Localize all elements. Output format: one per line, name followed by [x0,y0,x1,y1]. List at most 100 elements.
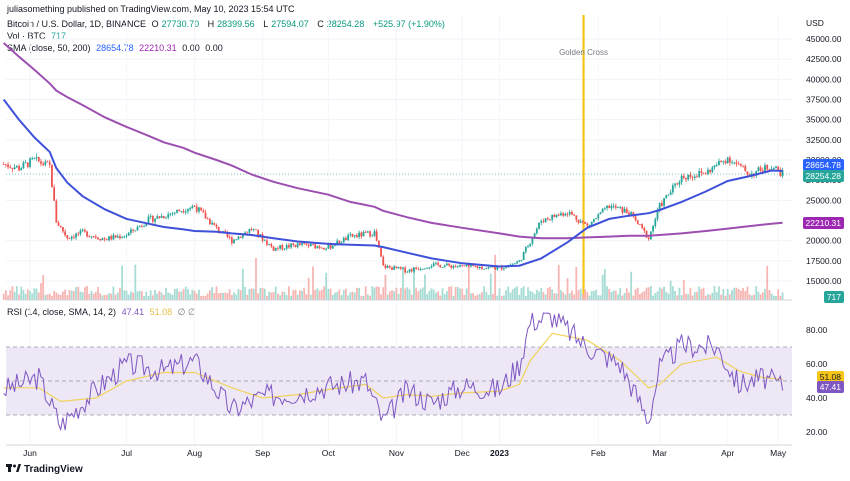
volume-bar [573,294,576,300]
volume-bar [362,295,365,300]
candle-body [494,267,497,270]
volume-bar [665,291,668,300]
candle-body [127,232,130,236]
candle-body [669,192,672,195]
candle-body [388,266,391,268]
volume-bar [33,288,36,300]
volume-bar [334,292,336,300]
volume-bar [156,293,159,300]
volume-bar [86,286,88,300]
volume-bar [467,264,470,300]
volume-bar [103,294,106,300]
candle-body [764,165,766,173]
candle-body [531,238,534,244]
volume-bar [298,290,301,300]
price-tick-label: 25000.00 [806,195,842,205]
candle-body [577,219,580,223]
candle-body [639,224,641,225]
volume-bar [46,294,49,300]
candle-body [292,243,295,245]
candle-body [323,247,325,250]
candle-body [529,243,532,247]
candle-body [48,162,51,165]
volume-bar [294,289,297,300]
volume-bar [777,289,780,300]
volume-bar [222,292,224,300]
volume-bar [595,289,597,300]
volume-bar [2,293,5,300]
volume-bar [417,291,420,300]
volume-bar [507,286,510,300]
candle-body [268,244,271,245]
candle-body [184,211,187,213]
candle-body [707,169,709,175]
candle-body [75,233,77,238]
volume-bar [13,291,16,300]
volume-bar [217,293,220,300]
tradingview-logo[interactable]: TradingView [6,463,83,475]
volume-bar [581,294,584,300]
candle-body [373,231,376,236]
volume-bar [419,288,422,300]
x-axis-label: 2023 [490,448,509,458]
candle-body [663,198,665,206]
candle-body [20,168,23,171]
volume-bar [305,294,308,300]
volume-bar [35,288,38,300]
volume-bar [283,291,286,300]
candle-body [237,236,240,240]
candle-body [90,236,93,238]
volume-bar [230,294,233,300]
volume-bar [377,286,380,300]
candle-body [211,222,214,225]
candle-body [11,167,14,170]
volume-bar [553,293,556,300]
volume-bar [584,289,586,300]
rsi-tick-label: 80.00 [806,325,828,335]
candle-body [195,206,198,212]
candle-body [156,216,159,219]
volume-bar [487,294,490,300]
volume-bar [755,286,758,300]
volume-bar [211,287,214,300]
volume-bar [415,287,418,300]
rsi-value: 47.41 [121,307,145,317]
volume-bar [272,292,275,300]
x-axis-label: Dec [455,448,471,458]
candle-body [395,266,398,269]
candle-body [715,165,718,166]
volume-bar [226,293,229,300]
volume-bar [44,294,47,300]
volume-bar [628,292,630,300]
candle-body [88,236,91,238]
candle-body [667,194,670,196]
volume-bar [395,287,398,300]
volume-bar [171,294,174,300]
candle-body [702,172,705,174]
volume-bar [527,287,529,300]
candle-body [266,240,268,245]
candle-body [307,244,310,247]
candle-body [652,225,655,232]
volume-bar [597,295,600,300]
volume-bar [145,291,148,300]
volume-bar [382,287,385,300]
candle-body [375,231,378,241]
candle-body [452,266,455,268]
volume-bar [579,288,582,300]
candle-body [660,202,663,206]
candle-body [349,234,352,236]
candle-body [538,222,540,229]
volume-bar [625,288,628,300]
candle-body [720,160,723,162]
candle-body [735,162,738,164]
volume-bar [329,288,332,300]
volume-label: Vol · BTC [7,31,46,41]
candle-body [55,200,58,223]
candle-body [281,245,284,250]
volume-bar [707,293,709,300]
candle-body [709,169,712,173]
volume-bar [505,290,508,300]
candle-body [53,187,56,201]
